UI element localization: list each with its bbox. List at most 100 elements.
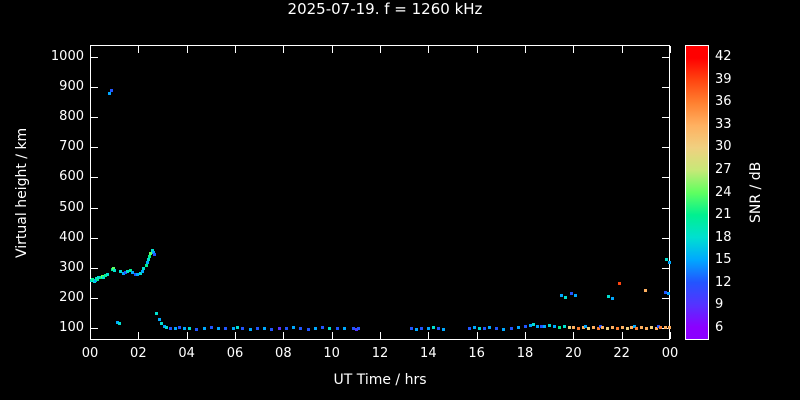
y-tick-mark: [91, 267, 98, 269]
data-point: [630, 326, 634, 330]
x-tick-label: 22: [613, 346, 630, 361]
y-tick-mark: [662, 87, 669, 89]
y-tick-label: 1000: [50, 49, 84, 65]
y-tick-mark: [91, 117, 98, 119]
y-tick-mark: [662, 237, 669, 239]
data-point: [573, 294, 577, 298]
data-point: [528, 323, 532, 327]
y-tick-label: 600: [59, 169, 84, 185]
data-point: [664, 325, 668, 329]
y-tick-mark: [662, 57, 669, 59]
chart-title: 2025-07-19. f = 1260 kHz: [287, 0, 483, 18]
x-tick-label: 02: [130, 346, 147, 361]
data-point: [640, 326, 643, 330]
data-point: [284, 326, 288, 330]
colorbar-tick-label: 33: [715, 116, 732, 132]
y-tick-mark: [91, 207, 98, 209]
colorbar-axis-label: SNR / dB: [748, 161, 764, 224]
y-tick-label: 400: [59, 229, 84, 245]
data-point: [145, 261, 149, 265]
data-point: [142, 266, 146, 270]
data-point: [632, 324, 636, 328]
data-point: [582, 326, 585, 330]
data-point: [441, 327, 445, 331]
colorbar: [685, 45, 709, 340]
x-tick-label: 16: [468, 346, 485, 361]
x-tick-mark: [138, 46, 140, 53]
x-tick-mark: [621, 46, 623, 53]
x-tick-label: 18: [516, 346, 534, 361]
data-point: [615, 326, 619, 330]
data-point: [468, 326, 472, 330]
data-point: [306, 327, 310, 331]
data-point: [292, 326, 295, 330]
data-point: [328, 326, 332, 330]
y-tick-label: 700: [59, 139, 84, 155]
data-point: [113, 269, 117, 273]
y-tick-mark: [662, 207, 669, 209]
data-point: [644, 326, 648, 330]
y-tick-mark: [662, 267, 669, 269]
data-point: [572, 326, 576, 330]
data-point: [121, 272, 125, 276]
data-point: [620, 326, 624, 330]
data-point: [160, 322, 164, 326]
data-point: [487, 326, 491, 330]
data-point: [577, 326, 581, 330]
x-tick-label: 20: [565, 346, 582, 361]
data-point: [567, 325, 571, 329]
data-point: [124, 271, 128, 275]
data-point: [138, 272, 142, 276]
data-point: [427, 326, 431, 330]
data-point: [241, 326, 245, 330]
data-point: [97, 276, 101, 280]
data-point: [625, 326, 629, 330]
data-point: [209, 326, 213, 330]
data-point: [516, 326, 520, 330]
data-point: [607, 295, 611, 299]
data-point: [659, 326, 663, 330]
data-point: [601, 326, 605, 330]
data-point: [313, 326, 317, 330]
data-point: [539, 325, 543, 329]
data-point: [148, 254, 152, 258]
x-tick-mark: [283, 332, 285, 339]
data-point: [133, 272, 137, 276]
data-point: [560, 293, 564, 297]
x-tick-mark: [476, 46, 478, 53]
y-tick-label: 300: [59, 259, 84, 275]
data-point: [606, 326, 610, 330]
data-point: [536, 324, 540, 328]
data-point: [110, 268, 114, 272]
data-point: [664, 290, 668, 294]
data-point: [569, 292, 573, 296]
data-point: [618, 282, 622, 286]
colorbar-tick-label: 39: [715, 71, 732, 87]
data-point: [584, 324, 588, 328]
data-point: [183, 326, 187, 330]
x-tick-label: 12: [371, 346, 389, 361]
data-point: [415, 327, 419, 331]
x-tick-mark: [138, 332, 140, 339]
y-tick-mark: [91, 327, 98, 329]
data-point: [509, 326, 513, 330]
x-tick-label: 14: [420, 346, 437, 361]
colorbar-tick-label: 42: [715, 49, 732, 64]
data-point: [178, 326, 182, 330]
data-point: [155, 311, 159, 315]
data-point: [354, 328, 358, 332]
data-point: [548, 323, 552, 327]
y-tick-mark: [662, 297, 669, 299]
x-tick-mark: [186, 46, 188, 53]
data-point: [131, 271, 135, 275]
data-point: [557, 325, 561, 329]
data-point: [649, 326, 653, 330]
x-tick-mark: [670, 332, 671, 339]
data-point: [473, 326, 477, 330]
data-point: [173, 326, 177, 330]
data-point: [109, 89, 113, 93]
data-point: [119, 270, 123, 274]
data-point: [118, 321, 121, 325]
y-tick-label: 200: [59, 289, 84, 305]
x-tick-label: 00: [81, 346, 99, 361]
